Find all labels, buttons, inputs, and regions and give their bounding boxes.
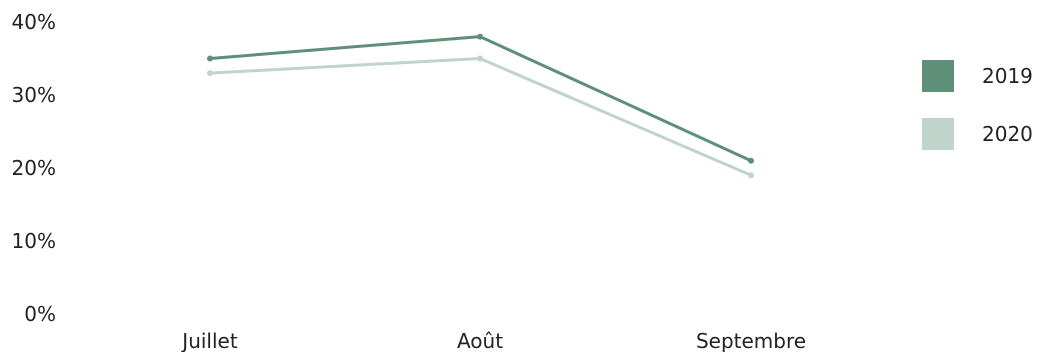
legend: 2019 2020 xyxy=(922,60,1033,150)
legend-swatch xyxy=(922,60,954,92)
data-point xyxy=(207,55,213,62)
y-tick-label: 40% xyxy=(12,10,56,34)
x-axis: Juillet Août Septembre xyxy=(180,329,806,352)
series-2020 xyxy=(207,55,754,179)
series-2019 xyxy=(207,33,754,164)
legend-item: 2020 xyxy=(922,118,1033,150)
legend-label: 2020 xyxy=(982,122,1033,146)
series-layer xyxy=(207,33,754,179)
legend-item: 2019 xyxy=(922,60,1033,92)
y-tick-label: 10% xyxy=(12,229,56,253)
data-point xyxy=(748,157,754,164)
legend-swatch xyxy=(922,118,954,150)
x-tick-label: Août xyxy=(457,329,503,352)
data-point xyxy=(748,172,754,179)
data-point xyxy=(207,70,213,77)
series-line xyxy=(208,35,753,163)
y-tick-label: 0% xyxy=(24,302,56,326)
data-point xyxy=(477,33,483,40)
y-tick-label: 30% xyxy=(12,83,56,107)
x-tick-label: Juillet xyxy=(180,329,238,352)
x-tick-label: Septembre xyxy=(696,329,806,352)
series-line xyxy=(208,57,753,177)
legend-label: 2019 xyxy=(982,64,1033,88)
data-point xyxy=(477,55,483,62)
y-axis: 0% 10% 20% 30% 40% xyxy=(12,10,56,326)
y-tick-label: 20% xyxy=(12,156,56,180)
